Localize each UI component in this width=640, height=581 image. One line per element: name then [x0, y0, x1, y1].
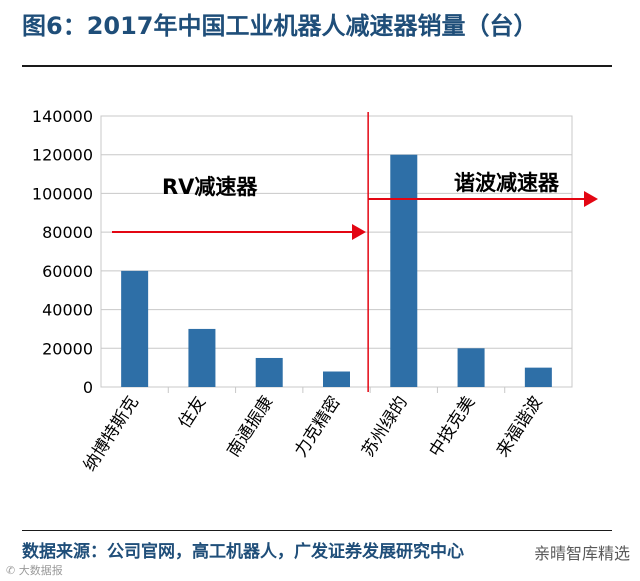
- bar: [121, 270, 149, 387]
- y-tick-label: 120000: [32, 146, 93, 165]
- plot-frame: [100, 115, 573, 388]
- bar: [524, 367, 552, 387]
- y-tick-label: 140000: [32, 107, 93, 126]
- watermark-right: 亲晴智库精选: [531, 540, 632, 564]
- bar: [255, 357, 283, 387]
- x-tick-label: 纳博特斯克: [80, 393, 143, 475]
- y-tick-label: 20000: [42, 339, 93, 358]
- x-tick-label: 南通振康: [224, 393, 278, 461]
- x-tick-label: 苏州绿的: [358, 393, 412, 461]
- annotation-arrows: RV减速器 谐波减速器: [112, 171, 598, 240]
- watermark-left: ✆ 大数据报: [6, 564, 63, 577]
- y-tick-label: 60000: [42, 262, 93, 281]
- x-axis-ticks: 纳博特斯克 住友 南通振康 力克精密 苏州绿的 中技克美 来福谐波: [80, 393, 547, 475]
- source-note: 数据来源：公司官网，高工机器人，广发证券发展研究中心: [22, 542, 464, 562]
- rv-arrow-head: [352, 224, 366, 240]
- x-tick-label: 来福谐波: [493, 393, 547, 461]
- y-tick-label: 0: [83, 378, 93, 397]
- rv-reducer-label: RV减速器: [162, 175, 258, 199]
- bars: [121, 154, 552, 387]
- x-tick-label: 住友: [175, 393, 210, 432]
- bar: [457, 348, 485, 387]
- bottom-rule: [22, 530, 612, 531]
- y-tick-label: 80000: [42, 223, 93, 242]
- y-tick-label: 100000: [32, 184, 93, 203]
- bar-chart: 020000400006000080000100000120000140000 …: [32, 107, 598, 475]
- harmonic-arrow-head: [584, 191, 598, 207]
- bar: [390, 154, 418, 387]
- top-rule: [22, 65, 612, 67]
- chart-title: 图6：2017年中国工业机器人减速器销量（台）: [22, 12, 538, 40]
- y-tick-label: 40000: [42, 301, 93, 320]
- bar: [188, 328, 216, 387]
- y-axis-ticks: 0 20000 40000 60000 80000 100000 120000 140000: [32, 107, 93, 397]
- x-tick-label: 力克精密: [291, 393, 345, 461]
- harmonic-reducer-label: 谐波减速器: [454, 171, 560, 195]
- gridlines: [100, 115, 573, 393]
- bar: [323, 371, 350, 387]
- x-tick-label: 中技克美: [425, 393, 479, 461]
